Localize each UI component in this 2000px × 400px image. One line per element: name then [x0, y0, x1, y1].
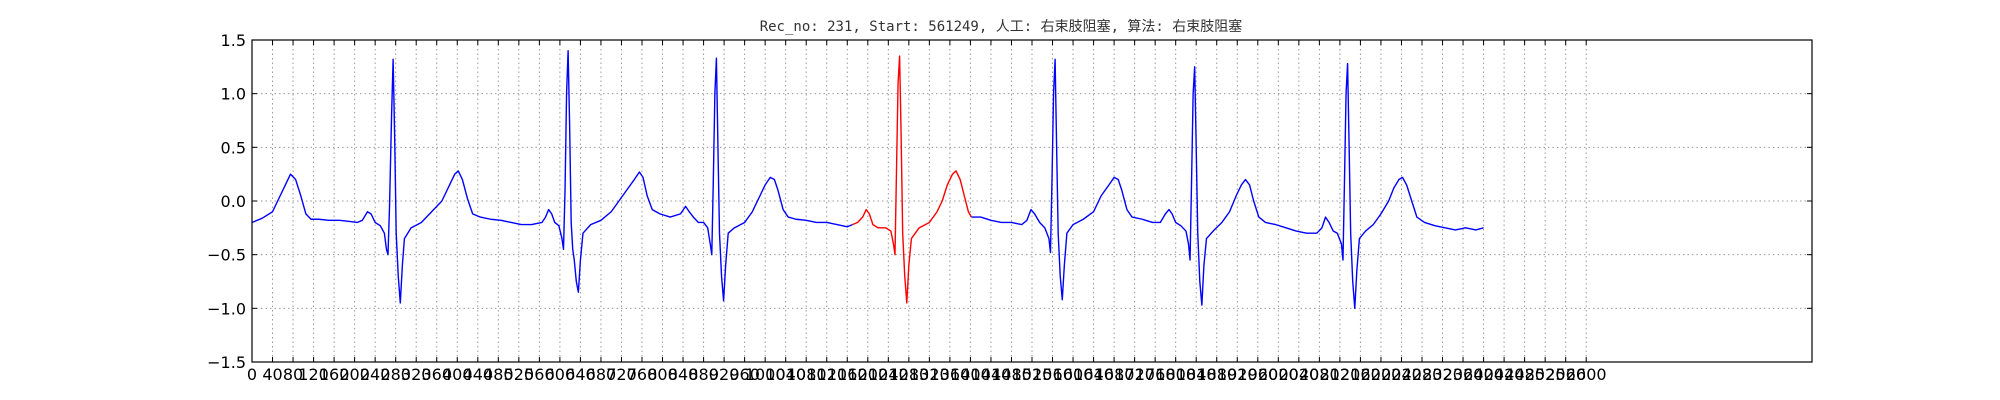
- x-tick-label: 2160: [1340, 365, 1381, 384]
- x-tick-label: 2000: [1258, 365, 1299, 384]
- x-tick-label: 2200: [1361, 365, 1402, 384]
- y-tick-label: 0.0: [221, 192, 246, 211]
- x-tick-label: 1040: [765, 365, 806, 384]
- x-tick-label: 1760: [1135, 365, 1176, 384]
- x-tick-label: 2320: [1422, 365, 1463, 384]
- y-tick-label: 1.5: [221, 31, 246, 50]
- grid-lines: [251, 39, 1812, 363]
- x-tick-label: 1600: [1053, 365, 1094, 384]
- x-tick-label: 880: [688, 365, 719, 384]
- x-tick-label: 1960: [1237, 365, 1278, 384]
- x-tick-label: 1360: [930, 365, 971, 384]
- x-tick-label: 1720: [1114, 365, 1155, 384]
- x-tick-label: 2440: [1484, 365, 1525, 384]
- x-tick-label: 2520: [1525, 365, 1566, 384]
- x-tick-label: 2080: [1299, 365, 1340, 384]
- x-tick-label: 360: [421, 365, 452, 384]
- x-tick-label: 1560: [1032, 365, 1073, 384]
- x-tick-label: 960: [729, 365, 760, 384]
- x-tick-label: 240: [360, 365, 391, 384]
- x-tick-labels: 0 40 8012016020024028032036040044048052056…: [247, 365, 1607, 384]
- axis-ticks: [251, 39, 1812, 363]
- x-tick-label: 2120: [1320, 365, 1361, 384]
- x-tick-label: 1120: [806, 365, 847, 384]
- x-tick-label: 40: [262, 365, 282, 384]
- x-tick-label: 600: [545, 365, 576, 384]
- x-tick-label: 2040: [1278, 365, 1319, 384]
- x-tick-label: 1000: [745, 365, 786, 384]
- x-tick-label: 560: [524, 365, 555, 384]
- y-tick-label: 1.0: [221, 85, 246, 104]
- y-tick-label: −1.0: [207, 299, 246, 318]
- x-tick-label: 680: [586, 365, 617, 384]
- x-tick-label: 1840: [1176, 365, 1217, 384]
- x-tick-label: 120: [298, 365, 329, 384]
- x-tick-label: 640: [565, 365, 596, 384]
- ecg-traces: [251, 50, 1484, 310]
- y-tick-labels: −1.5 −1.0 −0.5 0.0 0.5 1.0 1.5: [207, 31, 246, 372]
- ecg-trace-segment-1: [251, 50, 853, 304]
- x-tick-label: 1200: [847, 365, 888, 384]
- x-tick-label: 2560: [1545, 365, 1586, 384]
- y-tick-label: −0.5: [207, 246, 246, 265]
- ecg-trace-segment-2: [852, 55, 973, 304]
- x-tick-label: 1320: [909, 365, 950, 384]
- x-tick-label: 1520: [1012, 365, 1053, 384]
- x-tick-label: 1280: [888, 365, 929, 384]
- x-tick-label: 800: [647, 365, 678, 384]
- y-tick-label: −1.5: [207, 353, 246, 372]
- x-tick-label: 2400: [1463, 365, 1504, 384]
- ecg-trace-segment-3: [971, 58, 1484, 310]
- x-tick-label: 160: [319, 365, 350, 384]
- x-tick-label: 1880: [1196, 365, 1237, 384]
- x-tick-label: 200: [339, 365, 370, 384]
- x-tick-label: 440: [463, 365, 494, 384]
- x-tick-label: 760: [627, 365, 658, 384]
- x-tick-label: 1400: [950, 365, 991, 384]
- x-tick-label: 2360: [1443, 365, 1484, 384]
- x-tick-label: 80: [283, 365, 303, 384]
- x-tick-label: 280: [380, 365, 411, 384]
- x-tick-label: 840: [668, 365, 699, 384]
- x-tick-label: 480: [483, 365, 514, 384]
- x-tick-label: 720: [606, 365, 637, 384]
- x-tick-label: 2600: [1566, 365, 1607, 384]
- x-tick-label: 520: [504, 365, 535, 384]
- y-tick-label: 0.5: [221, 138, 246, 157]
- x-tick-label: 1160: [827, 365, 868, 384]
- x-tick-label: 400: [442, 365, 473, 384]
- x-tick-label: 2280: [1402, 365, 1443, 384]
- x-tick-label: 1080: [786, 365, 827, 384]
- x-tick-label: 2240: [1381, 365, 1422, 384]
- x-tick-label: 0: [247, 365, 257, 384]
- x-tick-label: 1640: [1073, 365, 1114, 384]
- x-tick-label: 1680: [1094, 365, 1135, 384]
- x-tick-label: 320: [401, 365, 432, 384]
- x-tick-label: 1800: [1155, 365, 1196, 384]
- chart-title: Rec_no: 231, Start: 561249, 人工: 右束肢阻塞, 算…: [760, 18, 1243, 35]
- x-tick-label: 1480: [991, 365, 1032, 384]
- x-tick-label: 1920: [1217, 365, 1258, 384]
- x-tick-label: 2480: [1504, 365, 1545, 384]
- x-tick-label: 920: [709, 365, 740, 384]
- x-tick-label: 1240: [868, 365, 909, 384]
- x-tick-label: 1440: [971, 365, 1012, 384]
